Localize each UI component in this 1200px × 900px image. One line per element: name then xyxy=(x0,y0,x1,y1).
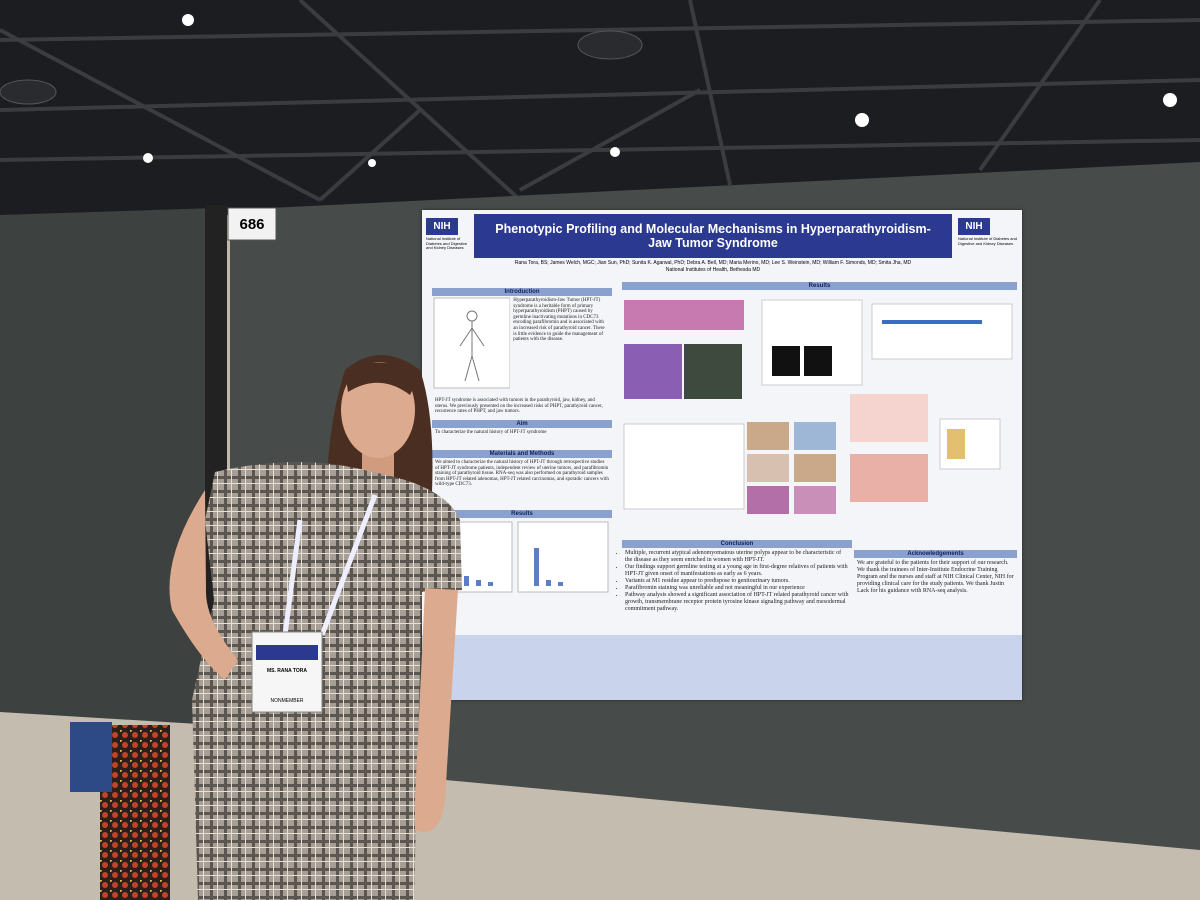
bullet: Multiple, recurrent atypical adenomyomat… xyxy=(625,550,849,564)
logo-block: NIH National Institute of Diabetes and D… xyxy=(958,218,1018,246)
section-heading: Introduction xyxy=(432,288,612,296)
authors: Rana Tora, BS; James Welch, MGC; Jian Su… xyxy=(514,260,912,266)
bullet: Parafibromin staining was unreliable and… xyxy=(625,585,849,592)
bullet: Variants at M1 residue appear to predisp… xyxy=(625,578,849,585)
section-heading: Aim xyxy=(432,420,612,428)
methods: Materials and Methods We aimed to charac… xyxy=(432,450,612,490)
bullet: Pathway analysis showed a significant as… xyxy=(625,592,849,613)
badge-name: MS. RANA TORA xyxy=(267,668,307,674)
figure xyxy=(433,297,511,389)
poster: NIH National Institute of Diabetes and D… xyxy=(422,210,1022,700)
results: Results xyxy=(622,282,1017,290)
logo: NIH xyxy=(958,218,990,235)
aim: Aim To characterize the natural history … xyxy=(432,420,612,438)
section-heading: Materials and Methods xyxy=(432,450,612,458)
paragraph: Hyperparathyroidism-Jaw Tumor (HPT-JT) s… xyxy=(513,298,605,343)
section-heading: Conclusion xyxy=(622,540,852,548)
conclusion: Conclusion Multiple, recurrent atypical … xyxy=(622,540,852,615)
paragraph: We aimed to characterize the natural his… xyxy=(435,460,609,488)
logo: NIH xyxy=(426,218,458,235)
poster-title: Phenotypic Profiling and Molecular Mecha… xyxy=(474,214,952,258)
booth-number: 686 xyxy=(239,216,264,233)
section-heading: Acknowledgements xyxy=(854,550,1017,558)
logo-caption: National Institute of Diabetes and Diges… xyxy=(426,236,468,251)
paragraph: HPT-JT syndrome is associated with tumor… xyxy=(435,398,603,415)
section-heading: Results xyxy=(622,282,1017,290)
results-figures xyxy=(623,299,1013,514)
bullet-list: Multiple, recurrent atypical adenomyomat… xyxy=(622,548,852,615)
bullet: Our findings support germline testing at… xyxy=(625,564,849,578)
paragraph: To characterize the natural history of H… xyxy=(435,430,547,435)
footer-band xyxy=(422,635,1022,700)
section-heading: Results xyxy=(432,510,612,518)
logo-block: NIH National Institute of Diabetes and D… xyxy=(426,218,472,251)
introduction: Introduction Hyperparathyroidism-Jaw Tum… xyxy=(432,288,612,417)
badge-role: NONMEMBER xyxy=(270,698,303,704)
affiliation: National Institutes of Health, Bethesda … xyxy=(665,267,761,273)
logo-caption: National Institute of Diabetes and Diges… xyxy=(958,236,1017,246)
acknowledgements: Acknowledgements We are grateful to the … xyxy=(854,550,1017,597)
paragraph: We are grateful to the patients for thei… xyxy=(857,560,1014,594)
